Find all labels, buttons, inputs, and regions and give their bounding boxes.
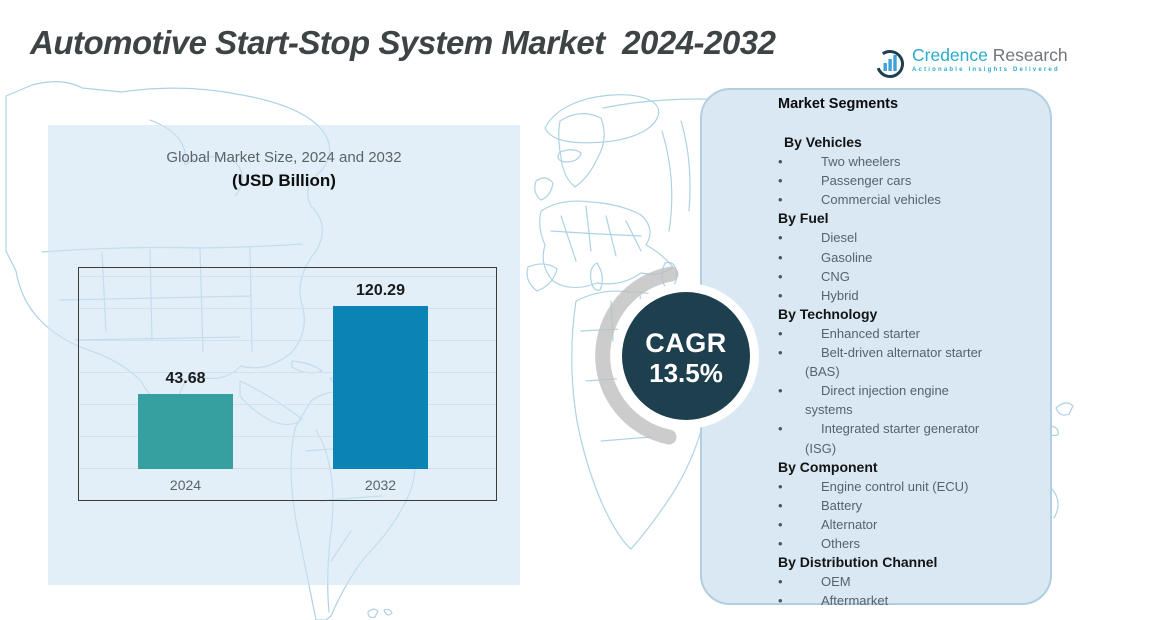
segment-group-vehicles: By Vehicles Two wheelers Passenger cars … [778, 133, 1036, 209]
segment-item: Engine control unit (ECU) [778, 477, 997, 496]
segment-items-list: Enhanced starter Belt-driven alternator … [778, 324, 1036, 458]
segment-item: Others [778, 534, 997, 553]
cagr-badge: CAGR 13.5% [622, 292, 750, 420]
chart-heading-line1: Global Market Size, 2024 and 2032 [166, 149, 402, 166]
chart-heading: Global Market Size, 2024 and 2032 (USD B… [48, 149, 520, 191]
page-title: Automotive Start-Stop System Market 2024… [30, 24, 776, 61]
logo-brand-secondary: Research [987, 45, 1068, 65]
logo-brand-name: Credence Research [912, 46, 1068, 64]
segment-item: Two wheelers [778, 152, 997, 171]
segment-item: Enhanced starter [778, 324, 997, 343]
market-size-panel: Global Market Size, 2024 and 2032 (USD B… [48, 125, 520, 585]
gridline [79, 404, 496, 405]
bar-chart-logo-icon [876, 50, 904, 78]
segment-groups: By Vehicles Two wheelers Passenger cars … [778, 133, 1036, 610]
segment-group-component: By Component Engine control unit (ECU) B… [778, 458, 1036, 554]
gridline [79, 340, 496, 341]
market-segments-panel: Market Segments By Vehicles Two wheelers… [700, 88, 1052, 610]
segment-item: Integrated starter generator (ISG) [778, 419, 997, 457]
logo-text: Credence Research Actionable Insights De… [912, 46, 1068, 73]
segment-item: Diesel [778, 228, 997, 247]
cagr-label: CAGR [645, 328, 727, 358]
bar-2032-category-label: 2032 [364, 477, 397, 493]
gridline [79, 308, 496, 309]
segment-item: Direct injection engine systems [778, 381, 997, 419]
segment-item: Alternator [778, 515, 997, 534]
gridline [79, 436, 496, 437]
segment-group-fuel: By Fuel Diesel Gasoline CNG Hybrid [778, 209, 1036, 305]
bar-2024-category-label: 2024 [169, 477, 202, 493]
segment-items-list: Two wheelers Passenger cars Commercial v… [778, 152, 1036, 209]
logo-brand-primary: Credence [912, 45, 988, 65]
gridline [79, 276, 496, 277]
segment-group-heading: By Vehicles [784, 134, 862, 150]
bar-2032-value-label: 120.29 [356, 282, 405, 299]
segment-item: Hybrid [778, 286, 997, 305]
segment-items-list: Engine control unit (ECU) Battery Altern… [778, 477, 1036, 553]
segment-items-list: Diesel Gasoline CNG Hybrid [778, 228, 1036, 304]
segment-group-heading: By Fuel [778, 210, 829, 227]
segment-item: Passenger cars [778, 171, 997, 190]
gridline-baseline [79, 468, 496, 469]
segment-items-list: OEM Aftermarket [778, 572, 1036, 610]
segment-item: Battery [778, 496, 997, 515]
bar-chart: 43.68 120.29 2024 2032 [78, 267, 497, 501]
segment-item: Belt-driven alternator starter (BAS) [778, 343, 997, 381]
segment-group-technology: By Technology Enhanced starter Belt-driv… [778, 305, 1036, 458]
chart-heading-line2: (USD Billion) [232, 171, 336, 190]
segment-group-heading: By Distribution Channel [778, 554, 938, 571]
cagr-value: 13.5% [649, 358, 723, 388]
segment-item: CNG [778, 267, 997, 286]
credence-research-logo: Credence Research Actionable Insights De… [874, 42, 1068, 82]
logo-tagline: Actionable Insights Delivered [912, 67, 1060, 73]
segment-group-heading: By Component [778, 458, 878, 475]
segment-item: OEM [778, 572, 997, 591]
segment-item: Gasoline [778, 248, 997, 267]
bar-2032 [333, 306, 428, 469]
segment-group-heading: By Technology [778, 305, 878, 322]
bar-2024 [138, 394, 233, 469]
bar-2024-value-label: 43.68 [165, 370, 206, 387]
segment-group-distribution: By Distribution Channel OEM Aftermarket [778, 553, 1036, 610]
segment-item: Commercial vehicles [778, 190, 997, 209]
gridline [79, 372, 496, 373]
segments-panel-title: Market Segments [778, 96, 899, 112]
segment-item: Aftermarket [778, 591, 997, 610]
